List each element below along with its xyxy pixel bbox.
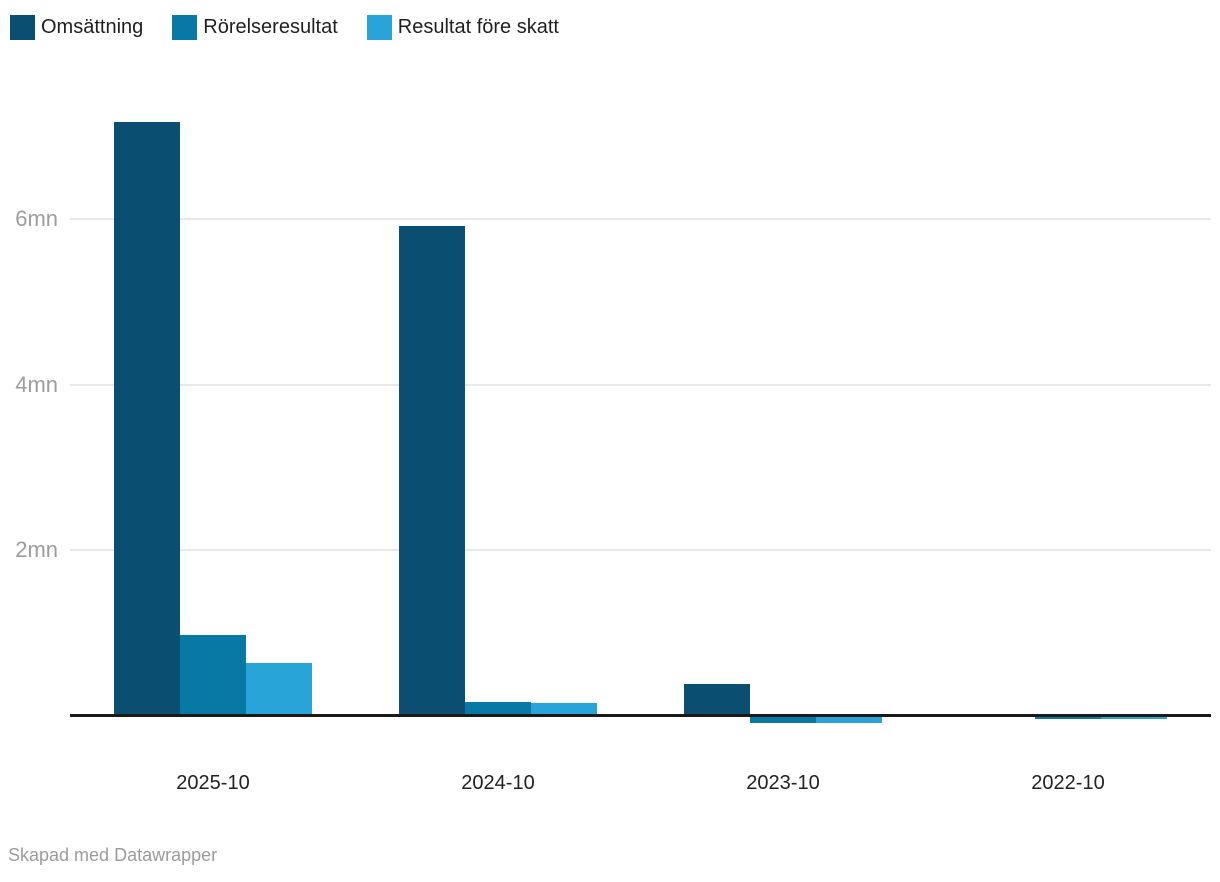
- legend-label-rorelseresultat: Rörelseresultat: [203, 16, 338, 38]
- bar-2025-10-series-1[interactable]: [180, 635, 246, 715]
- legend-label-omsattning: Omsättning: [41, 16, 144, 38]
- gridline-2mn: [70, 549, 1211, 551]
- legend-swatch-resultat-fore-skatt: [366, 15, 392, 40]
- legend-item-rorelseresultat: Rörelseresultat: [172, 15, 338, 40]
- x-axis-label-2025-10: 2025-10: [176, 772, 250, 794]
- legend-label-resultat-fore-skatt: Resultat före skatt: [397, 16, 559, 38]
- bar-2022-10-series-1[interactable]: [1035, 717, 1101, 719]
- chart-legend: Omsättning Rörelseresultat Resultat före…: [10, 15, 559, 40]
- x-axis-label-2024-10: 2024-10: [461, 772, 535, 794]
- bar-2024-10-series-2[interactable]: [531, 703, 597, 715]
- legend-item-omsattning: Omsättning: [10, 15, 143, 40]
- x-axis-line: [70, 714, 1211, 717]
- y-axis-tick-label-6mn: 6mn: [15, 206, 58, 231]
- y-axis-tick-label-2mn: 2mn: [15, 537, 58, 562]
- bar-2023-10-series-1[interactable]: [750, 717, 816, 723]
- legend-swatch-rorelseresultat: [172, 15, 198, 40]
- bar-2023-10-series-2[interactable]: [816, 717, 882, 723]
- x-axis-label-2022-10: 2022-10: [1031, 772, 1105, 794]
- legend-swatch-omsattning: [10, 15, 35, 40]
- bar-2022-10-series-2[interactable]: [1101, 717, 1167, 719]
- datawrapper-credit-link[interactable]: Skapad med Datawrapper: [8, 845, 218, 865]
- gridline-4mn: [70, 384, 1211, 386]
- y-axis-tick-label-4mn: 4mn: [15, 372, 58, 397]
- x-axis-label-2023-10: 2023-10: [746, 772, 820, 794]
- legend-item-resultat-fore-skatt: Resultat före skatt: [366, 15, 559, 40]
- bar-2024-10-series-1[interactable]: [465, 702, 531, 715]
- bar-2025-10-series-2[interactable]: [246, 663, 312, 715]
- bar-2024-10-series-0[interactable]: [399, 226, 465, 715]
- gridline-6mn: [70, 218, 1211, 220]
- bar-2025-10-series-0[interactable]: [114, 122, 180, 715]
- bar-2023-10-series-0[interactable]: [684, 684, 750, 715]
